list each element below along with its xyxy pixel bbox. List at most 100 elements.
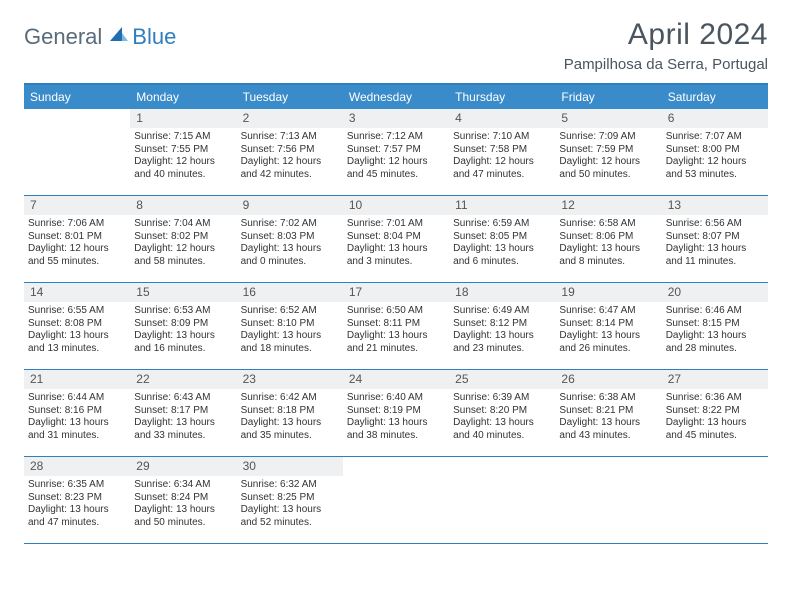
day-cell: 6 Sunrise: 7:07 AMSunset: 8:00 PMDaylight… bbox=[662, 109, 768, 195]
day-number: 3 bbox=[343, 109, 449, 128]
day-d1-line: Daylight: 13 hours bbox=[28, 504, 126, 517]
day-ss-line: Sunset: 8:05 PM bbox=[453, 231, 551, 244]
day-number: 7 bbox=[24, 196, 130, 215]
day-sr-line: Sunrise: 6:49 AM bbox=[453, 305, 551, 318]
day-ss-line: Sunset: 8:12 PM bbox=[453, 318, 551, 331]
logo-text-blue: Blue bbox=[132, 24, 176, 50]
week-row: 21Sunrise: 6:44 AMSunset: 8:16 PMDayligh… bbox=[24, 370, 768, 457]
day-ss-line: Sunset: 7:57 PM bbox=[347, 144, 445, 157]
day-number: 20 bbox=[662, 283, 768, 302]
day-sr-line: Sunrise: 6:39 AM bbox=[453, 392, 551, 405]
day-d1-line: Daylight: 13 hours bbox=[666, 417, 764, 430]
day-ss-line: Sunset: 8:17 PM bbox=[134, 405, 232, 418]
day-d1-line: Daylight: 13 hours bbox=[241, 417, 339, 430]
day-sr-line: Sunrise: 6:46 AM bbox=[666, 305, 764, 318]
day-sr-line: Sunrise: 6:42 AM bbox=[241, 392, 339, 405]
header: General Blue April 2024 Pampilhosa da Se… bbox=[24, 18, 768, 73]
logo-text-general: General bbox=[24, 24, 102, 50]
day-cell bbox=[449, 457, 555, 543]
day-d1-line: Daylight: 13 hours bbox=[666, 330, 764, 343]
day-sr-line: Sunrise: 6:55 AM bbox=[28, 305, 126, 318]
day-d1-line: Daylight: 13 hours bbox=[134, 504, 232, 517]
day-d1-line: Daylight: 12 hours bbox=[28, 243, 126, 256]
day-sr-line: Sunrise: 6:53 AM bbox=[134, 305, 232, 318]
day-number: 9 bbox=[237, 196, 343, 215]
day-cell: 8Sunrise: 7:04 AMSunset: 8:02 PMDaylight… bbox=[130, 196, 236, 282]
day-number: 5 bbox=[555, 109, 661, 128]
day-ss-line: Sunset: 8:06 PM bbox=[559, 231, 657, 244]
day-sr-line: Sunrise: 7:09 AM bbox=[559, 131, 657, 144]
week-row: 28Sunrise: 6:35 AMSunset: 8:23 PMDayligh… bbox=[24, 457, 768, 544]
day-ss-line: Sunset: 8:00 PM bbox=[666, 144, 764, 157]
day-sr-line: Sunrise: 6:40 AM bbox=[347, 392, 445, 405]
day-number: 24 bbox=[343, 370, 449, 389]
day-sr-line: Sunrise: 7:07 AM bbox=[666, 131, 764, 144]
day-d1-line: Daylight: 13 hours bbox=[241, 504, 339, 517]
day-cell: 22Sunrise: 6:43 AMSunset: 8:17 PMDayligh… bbox=[130, 370, 236, 456]
day-cell: 7Sunrise: 7:06 AMSunset: 8:01 PMDaylight… bbox=[24, 196, 130, 282]
day-d2-line: and 13 minutes. bbox=[28, 343, 126, 356]
title-block: April 2024 Pampilhosa da Serra, Portugal bbox=[564, 18, 768, 73]
day-d2-line: and 31 minutes. bbox=[28, 430, 126, 443]
day-cell: 10Sunrise: 7:01 AMSunset: 8:04 PMDayligh… bbox=[343, 196, 449, 282]
day-d1-line: Daylight: 13 hours bbox=[559, 330, 657, 343]
day-d1-line: Daylight: 13 hours bbox=[28, 417, 126, 430]
day-d1-line: Daylight: 13 hours bbox=[241, 243, 339, 256]
day-cell: 25Sunrise: 6:39 AMSunset: 8:20 PMDayligh… bbox=[449, 370, 555, 456]
day-ss-line: Sunset: 8:15 PM bbox=[666, 318, 764, 331]
day-number: 18 bbox=[449, 283, 555, 302]
day-d2-line: and 0 minutes. bbox=[241, 256, 339, 269]
day-ss-line: Sunset: 7:58 PM bbox=[453, 144, 551, 157]
day-d2-line: and 50 minutes. bbox=[134, 517, 232, 530]
day-sr-line: Sunrise: 7:01 AM bbox=[347, 218, 445, 231]
day-d2-line: and 47 minutes. bbox=[453, 169, 551, 182]
day-d1-line: Daylight: 12 hours bbox=[666, 156, 764, 169]
day-cell: 17Sunrise: 6:50 AMSunset: 8:11 PMDayligh… bbox=[343, 283, 449, 369]
day-number: 19 bbox=[555, 283, 661, 302]
day-number: 25 bbox=[449, 370, 555, 389]
day-ss-line: Sunset: 8:23 PM bbox=[28, 492, 126, 505]
day-d2-line: and 52 minutes. bbox=[241, 517, 339, 530]
day-cell: 24Sunrise: 6:40 AMSunset: 8:19 PMDayligh… bbox=[343, 370, 449, 456]
day-d1-line: Daylight: 13 hours bbox=[347, 330, 445, 343]
day-d2-line: and 18 minutes. bbox=[241, 343, 339, 356]
day-cell: 20 Sunrise: 6:46 AMSunset: 8:15 PMDayligh… bbox=[662, 283, 768, 369]
day-sr-line: Sunrise: 6:52 AM bbox=[241, 305, 339, 318]
day-ss-line: Sunset: 8:08 PM bbox=[28, 318, 126, 331]
day-sr-line: Sunrise: 7:04 AM bbox=[134, 218, 232, 231]
day-number: 6 bbox=[662, 109, 768, 128]
day-d2-line: and 26 minutes. bbox=[559, 343, 657, 356]
day-number: 16 bbox=[237, 283, 343, 302]
day-ss-line: Sunset: 8:10 PM bbox=[241, 318, 339, 331]
day-ss-line: Sunset: 8:16 PM bbox=[28, 405, 126, 418]
week-row: 1Sunrise: 7:15 AMSunset: 7:55 PMDaylight… bbox=[24, 109, 768, 196]
week-row: 7Sunrise: 7:06 AMSunset: 8:01 PMDaylight… bbox=[24, 196, 768, 283]
day-sr-line: Sunrise: 6:43 AM bbox=[134, 392, 232, 405]
day-d2-line: and 53 minutes. bbox=[666, 169, 764, 182]
day-ss-line: Sunset: 8:07 PM bbox=[666, 231, 764, 244]
day-ss-line: Sunset: 7:59 PM bbox=[559, 144, 657, 157]
day-d1-line: Daylight: 12 hours bbox=[559, 156, 657, 169]
day-number: 22 bbox=[130, 370, 236, 389]
day-ss-line: Sunset: 7:56 PM bbox=[241, 144, 339, 157]
day-number: 29 bbox=[130, 457, 236, 476]
day-cell: 14Sunrise: 6:55 AMSunset: 8:08 PMDayligh… bbox=[24, 283, 130, 369]
day-cell: 1Sunrise: 7:15 AMSunset: 7:55 PMDaylight… bbox=[130, 109, 236, 195]
dow-cell: Tuesday bbox=[237, 85, 343, 109]
day-sr-line: Sunrise: 6:58 AM bbox=[559, 218, 657, 231]
day-d1-line: Daylight: 13 hours bbox=[453, 243, 551, 256]
day-number: 2 bbox=[237, 109, 343, 128]
day-number: 12 bbox=[555, 196, 661, 215]
day-d1-line: Daylight: 12 hours bbox=[134, 243, 232, 256]
day-d2-line: and 8 minutes. bbox=[559, 256, 657, 269]
day-sr-line: Sunrise: 6:56 AM bbox=[666, 218, 764, 231]
day-d1-line: Daylight: 12 hours bbox=[347, 156, 445, 169]
day-ss-line: Sunset: 8:03 PM bbox=[241, 231, 339, 244]
day-d2-line: and 6 minutes. bbox=[453, 256, 551, 269]
day-cell: 28Sunrise: 6:35 AMSunset: 8:23 PMDayligh… bbox=[24, 457, 130, 543]
day-d2-line: and 43 minutes. bbox=[559, 430, 657, 443]
day-ss-line: Sunset: 8:09 PM bbox=[134, 318, 232, 331]
day-cell: 4Sunrise: 7:10 AMSunset: 7:58 PMDaylight… bbox=[449, 109, 555, 195]
day-number: 27 bbox=[662, 370, 768, 389]
day-d2-line: and 3 minutes. bbox=[347, 256, 445, 269]
